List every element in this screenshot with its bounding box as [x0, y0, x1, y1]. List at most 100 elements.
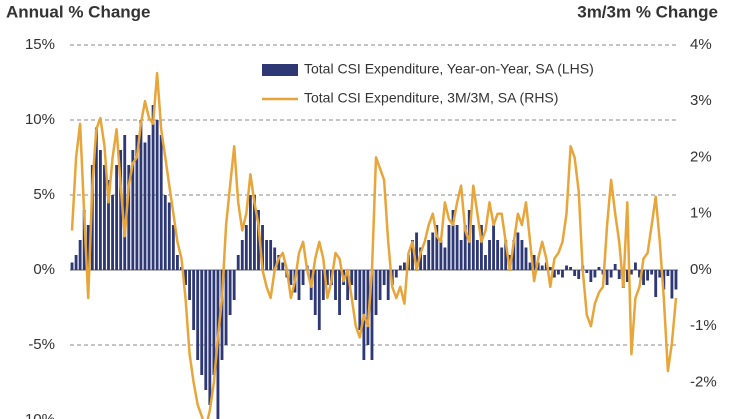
- bar: [115, 165, 119, 270]
- bar: [609, 270, 613, 278]
- bar: [301, 270, 305, 285]
- bar: [650, 270, 654, 275]
- bar: [313, 270, 317, 315]
- bar: [479, 225, 483, 270]
- bar: [411, 240, 414, 270]
- bar: [617, 270, 621, 279]
- bar: [167, 202, 171, 270]
- bar: [488, 240, 491, 270]
- bar: [642, 270, 645, 285]
- bar: [516, 232, 520, 270]
- bar: [597, 267, 601, 270]
- bar: [366, 270, 370, 345]
- bar: [208, 270, 212, 405]
- bar: [374, 270, 378, 315]
- y2-axis-title: 3m/3m % Change: [577, 2, 718, 21]
- bar: [569, 267, 573, 270]
- bar: [419, 247, 423, 270]
- bar: [155, 120, 159, 270]
- bar: [253, 195, 256, 270]
- bar: [492, 225, 495, 270]
- bar: [220, 270, 224, 360]
- bar: [634, 262, 637, 270]
- bar: [107, 180, 110, 270]
- bar: [674, 270, 678, 290]
- bar: [188, 270, 191, 300]
- bar: [147, 135, 151, 270]
- marks: [70, 71, 678, 419]
- bar: [577, 270, 581, 279]
- bar: [378, 270, 382, 300]
- bar: [240, 240, 244, 270]
- bar: [257, 210, 260, 270]
- bar: [504, 240, 508, 270]
- bar: [350, 270, 354, 285]
- bar: [111, 195, 114, 270]
- bar: [196, 270, 200, 360]
- bar: [163, 195, 167, 270]
- bar: [613, 264, 617, 270]
- bar: [463, 225, 467, 270]
- bar: [78, 240, 82, 270]
- bar: [524, 247, 528, 270]
- bar: [103, 165, 106, 270]
- bar: [548, 267, 552, 270]
- bar: [325, 270, 329, 285]
- bar: [143, 142, 147, 270]
- bar: [394, 270, 398, 278]
- bar: [135, 135, 139, 270]
- bar: [398, 265, 402, 270]
- bar: [423, 255, 427, 270]
- bar: [370, 270, 374, 360]
- legend-label: Total CSI Expenditure, 3M/3M, SA (RHS): [304, 90, 558, 106]
- bar: [658, 270, 662, 278]
- bar: [455, 225, 459, 270]
- bar: [520, 240, 524, 270]
- y-tick-label: 0%: [33, 261, 55, 278]
- y2-tick-label: 2%: [690, 148, 712, 165]
- bar: [528, 262, 532, 270]
- bar: [605, 270, 609, 285]
- bar: [427, 240, 431, 270]
- bar: [119, 150, 123, 270]
- bar: [321, 270, 325, 300]
- bar: [654, 270, 658, 297]
- bar: [662, 270, 666, 290]
- bar: [475, 240, 479, 270]
- y2-tick-label: -1%: [690, 317, 717, 334]
- bar: [354, 270, 358, 300]
- bar: [625, 270, 629, 282]
- y2-tick-label: 3%: [690, 92, 712, 109]
- bar: [317, 270, 321, 330]
- bar: [70, 262, 74, 270]
- bar: [289, 270, 293, 285]
- bar: [204, 270, 208, 390]
- y-tick-label: 10%: [25, 111, 55, 128]
- bar: [277, 255, 281, 270]
- bar: [496, 240, 500, 270]
- y-tick-label: 15%: [25, 36, 55, 53]
- bar: [670, 270, 674, 299]
- bar: [212, 270, 216, 375]
- bar: [415, 232, 418, 270]
- bar: [171, 225, 175, 270]
- bar: [638, 270, 641, 278]
- bar: [557, 270, 560, 275]
- bar: [386, 270, 390, 300]
- y2-tick-label: -2%: [690, 373, 717, 390]
- bar: [265, 240, 269, 270]
- bar: [382, 270, 386, 285]
- bar: [269, 240, 273, 270]
- bar: [236, 255, 240, 270]
- y-axis-title: Annual % Change: [6, 2, 151, 21]
- bar: [536, 262, 540, 270]
- bar: [565, 265, 568, 270]
- bar: [585, 270, 589, 273]
- bar: [443, 247, 447, 270]
- bar: [192, 270, 196, 330]
- y-tick-label: -10%: [20, 411, 55, 419]
- bar: [261, 225, 264, 270]
- y-tick-label: 5%: [33, 186, 55, 203]
- bar: [228, 270, 232, 315]
- bar: [232, 270, 236, 300]
